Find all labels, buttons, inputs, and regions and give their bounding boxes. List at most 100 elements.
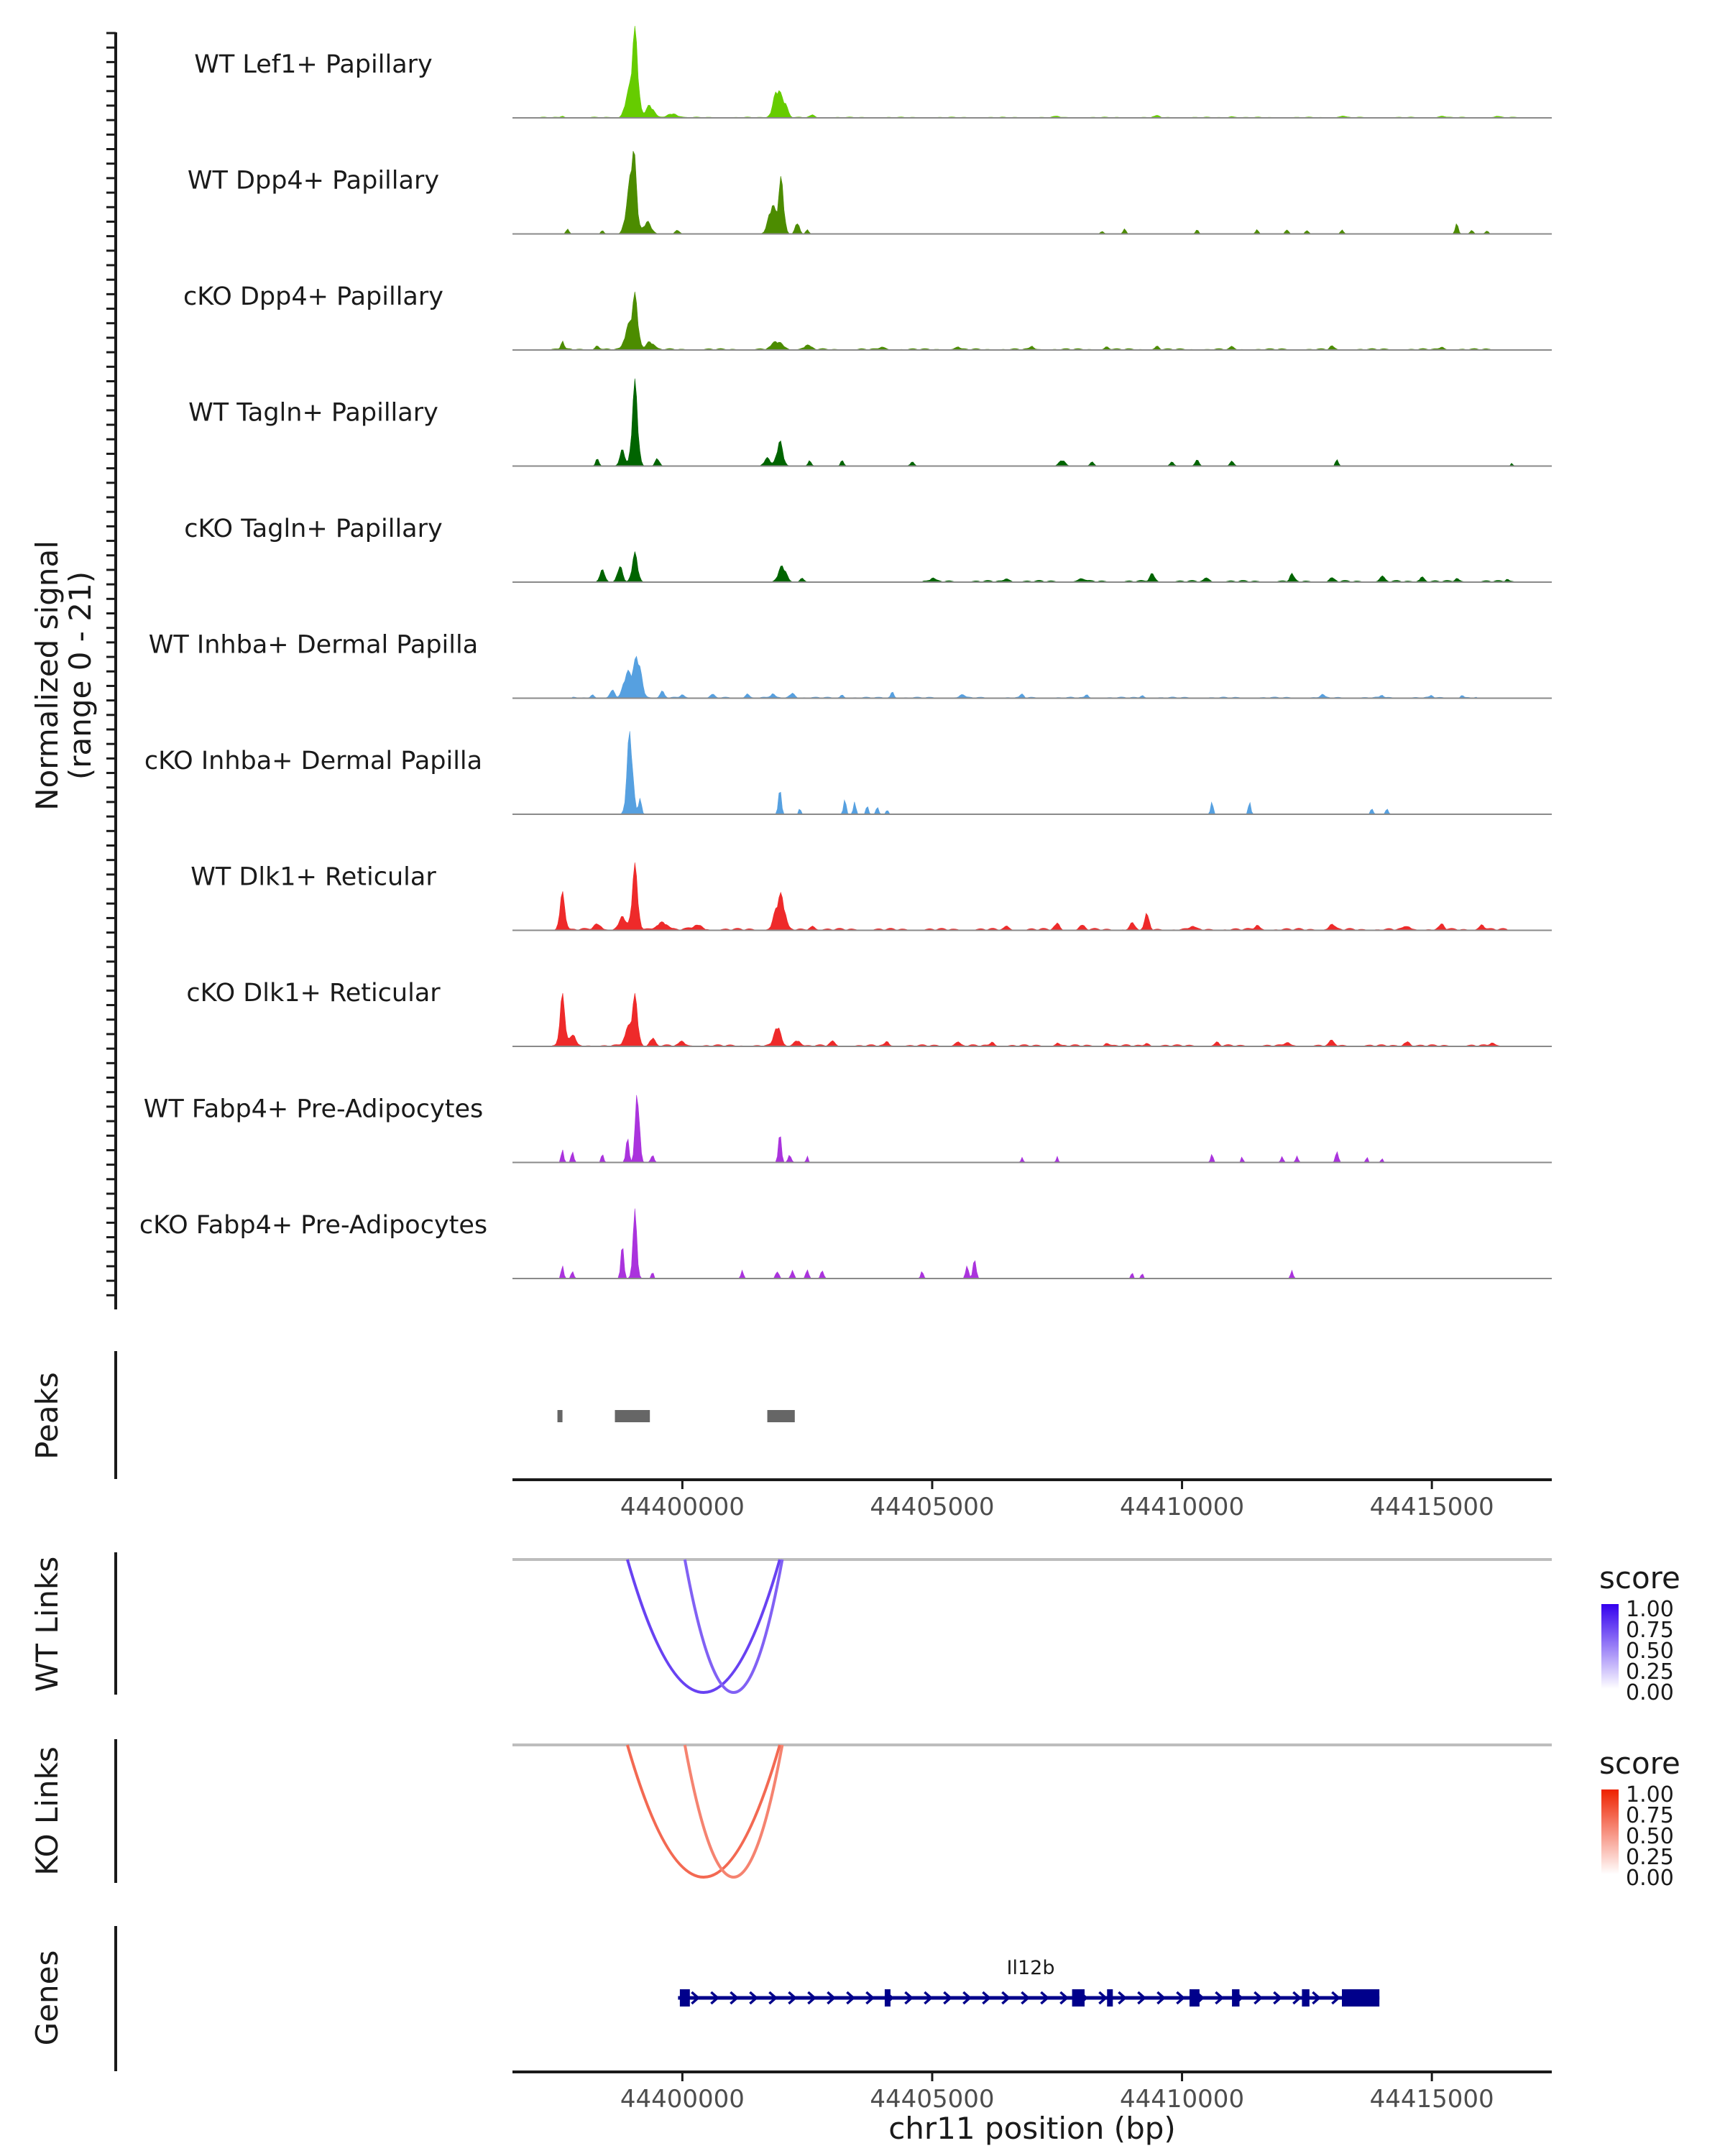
strand-arrow	[1098, 1991, 1108, 2005]
coverage-area	[512, 862, 1552, 931]
coverage-y-title-line2: (range 0 - 21)	[63, 571, 98, 780]
legend-tick-label: 1.00	[1626, 1782, 1674, 1807]
link-arc	[625, 1744, 781, 1879]
link-arc	[683, 1744, 784, 1879]
legend-title: score	[1599, 1746, 1680, 1781]
x-tick-label: 44410000	[1120, 2085, 1244, 2114]
legend-tick-label: 0.25	[1626, 1845, 1674, 1870]
peak-region	[767, 1410, 795, 1422]
coverage-track-cko-fabp4-pre-adipocytes: cKO Fabp4+ Pre-Adipocytes	[139, 1208, 1552, 1279]
link-arc	[625, 1559, 781, 1694]
gene-exon	[1107, 1989, 1113, 2007]
ko-links-track-label: KO Links	[29, 1746, 65, 1876]
coverage-area	[512, 655, 1552, 699]
legend-colorbar	[1601, 1789, 1619, 1874]
strand-arrow	[1331, 1991, 1341, 2005]
x-tick-label: 44400000	[620, 1493, 745, 1521]
track-label: cKO Tagln+ Papillary	[184, 515, 443, 543]
legend-tick-label: 0.00	[1626, 1680, 1674, 1705]
strand-arrow	[749, 1991, 759, 2005]
coverage-area	[512, 151, 1552, 234]
coverage-track-wt-lef1-papillary: WT Lef1+ Papillary	[194, 25, 1552, 119]
gene-exon	[884, 1989, 891, 2007]
track-label: WT Fabp4+ Pre-Adipocytes	[144, 1095, 483, 1124]
strand-arrow	[904, 1991, 914, 2005]
score-legends: score1.000.750.500.250.00score1.000.750.…	[1599, 1560, 1680, 1891]
x-axis-title: chr11 position (bp)	[888, 2111, 1176, 2146]
x-tick-label: 44405000	[870, 1493, 994, 1521]
x-tick-label: 44410000	[1120, 1493, 1244, 1521]
x-tick-label: 44415000	[1370, 2085, 1494, 2114]
x-tick-label: 44400000	[620, 2085, 745, 2114]
legend-tick-label: 1.00	[1626, 1597, 1674, 1622]
legend-tick-label: 0.00	[1626, 1866, 1674, 1891]
legend-tick-label: 0.25	[1626, 1659, 1674, 1685]
coverage-track-cko-tagln-papillary: cKO Tagln+ Papillary	[184, 515, 1552, 583]
coverage-tracks: WT Lef1+ Papillary WT Dpp4+ Papillary cKO …	[139, 25, 1552, 1279]
coverage-area	[512, 25, 1552, 119]
strand-arrow	[943, 1991, 953, 2005]
gene-exon	[1342, 1989, 1380, 2007]
wt-links-track-label: WT Links	[29, 1557, 65, 1692]
coverage-area	[512, 1208, 1552, 1279]
legend-title: score	[1599, 1560, 1680, 1595]
track-label: WT Dpp4+ Papillary	[188, 167, 439, 195]
track-label: cKO Fabp4+ Pre-Adipocytes	[139, 1211, 487, 1240]
gene-exon	[1072, 1989, 1085, 2007]
strand-arrow	[1118, 1991, 1128, 2005]
coverage-area	[512, 1095, 1552, 1163]
track-label: cKO Inhba+ Dermal Papilla	[144, 747, 482, 775]
coverage-track-cko-dpp4-papillary: cKO Dpp4+ Papillary	[183, 282, 1552, 351]
strand-arrow	[962, 1991, 972, 2005]
link-arc	[683, 1559, 784, 1694]
coverage-track-cko-dlk1-reticular: cKO Dlk1+ Reticular	[186, 979, 1552, 1047]
x-tick-label: 44415000	[1370, 1493, 1494, 1521]
gene-exon	[1189, 1989, 1200, 2007]
strand-arrow	[1176, 1991, 1186, 2005]
strand-arrow	[1137, 1991, 1147, 2005]
x-tick-label: 44405000	[870, 2085, 994, 2114]
coverage-track-wt-dpp4-papillary: WT Dpp4+ Papillary	[188, 151, 1552, 235]
track-label: cKO Dpp4+ Papillary	[183, 282, 443, 311]
track-label: WT Tagln+ Papillary	[188, 399, 438, 428]
coverage-area	[512, 378, 1552, 466]
strand-arrow	[768, 1991, 778, 2005]
legend-colorbar	[1601, 1604, 1619, 1689]
genes-track: Genes chr11 position (bp) Il12b 44400000 4…	[29, 1926, 1552, 2146]
gene-exon	[1232, 1989, 1240, 2007]
coverage-track-cko-inhba-dermal-papilla: cKO Inhba+ Dermal Papilla	[144, 731, 1552, 815]
track-label: WT Inhba+ Dermal Papilla	[149, 631, 478, 660]
coverage-y-axis-ticks	[106, 32, 116, 1296]
track-label: WT Dlk1+ Reticular	[190, 863, 436, 892]
strand-arrow	[982, 1991, 992, 2005]
gene-exon	[679, 1989, 690, 2007]
genes-track-label: Genes	[29, 1950, 65, 2046]
coverage-track-wt-tagln-papillary: WT Tagln+ Papillary	[188, 378, 1552, 467]
coverage-y-title-line1: Normalized signal	[29, 540, 65, 811]
coverage-area	[512, 731, 1552, 815]
strand-arrow	[846, 1991, 856, 2005]
strand-arrow	[691, 1991, 700, 2005]
strand-arrow	[865, 1991, 875, 2005]
strand-arrow	[1156, 1991, 1167, 2005]
gene-exon	[1302, 1989, 1310, 2007]
strand-arrow	[788, 1991, 798, 2005]
strand-arrow	[1040, 1991, 1050, 2005]
legend-tick-label: 0.50	[1626, 1639, 1674, 1664]
coverage-track-wt-fabp4-pre-adipocytes: WT Fabp4+ Pre-Adipocytes	[144, 1095, 1552, 1164]
strand-arrow	[1292, 1991, 1302, 2005]
track-label: cKO Dlk1+ Reticular	[186, 979, 441, 1008]
peak-region	[615, 1410, 650, 1422]
strand-arrow	[924, 1991, 934, 2005]
strand-arrow	[1273, 1991, 1283, 2005]
ko-links-track: KO Links	[29, 1739, 1552, 1883]
strand-arrow	[1254, 1991, 1264, 2005]
legend-tick-label: 0.75	[1626, 1803, 1674, 1828]
coverage-track-wt-inhba-dermal-papilla: WT Inhba+ Dermal Papilla	[149, 631, 1552, 699]
strand-arrow	[730, 1991, 740, 2005]
strand-arrow	[1312, 1991, 1322, 2005]
legend-tick-label: 0.50	[1626, 1824, 1674, 1849]
